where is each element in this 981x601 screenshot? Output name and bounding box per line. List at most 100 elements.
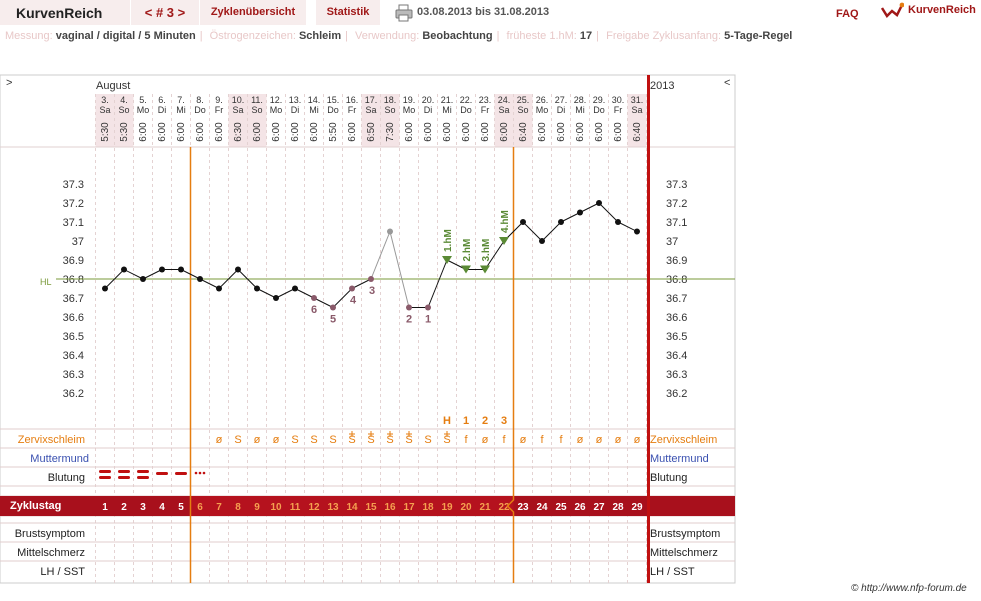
- setting-value: 5-Tage-Regel: [724, 30, 793, 42]
- bleeding-mark: [118, 470, 130, 473]
- day-time: 6:00: [423, 122, 434, 142]
- y-tick-label-right: 36.8: [666, 274, 687, 286]
- bleeding-mark: [156, 472, 168, 475]
- tab-zyklenuebersicht[interactable]: Zyklenübersicht: [200, 0, 306, 25]
- cycle-navigator[interactable]: < # 3 >: [131, 0, 199, 25]
- temp-point: [558, 219, 564, 225]
- day-date: 4.: [120, 95, 128, 105]
- day-date: 18.: [384, 95, 397, 105]
- day-time: 6:00: [347, 122, 358, 142]
- day-weekday: Mi: [176, 105, 186, 115]
- day-time: 6:00: [480, 122, 491, 142]
- temp-segment: [180, 269, 201, 280]
- day-time: 6:30: [233, 122, 244, 142]
- date-range: 03.08.2013 bis 31.08.2013: [417, 6, 550, 18]
- day-weekday: So: [251, 105, 262, 115]
- cycle-nav-label[interactable]: < # 3 >: [144, 5, 186, 20]
- row-label-lh-sst-right: LH / SST: [650, 566, 695, 578]
- temp-point-counted: [311, 295, 317, 301]
- cervix-symbol: ø: [482, 434, 489, 446]
- cervix-symbol: ø: [254, 434, 261, 446]
- day-weekday: Mi: [309, 105, 319, 115]
- temp-segment: [199, 278, 220, 289]
- day-date: 21.: [441, 95, 454, 105]
- nav-prev-button[interactable]: >: [6, 77, 12, 89]
- count-label: 5: [330, 314, 336, 326]
- temp-point: [539, 238, 545, 244]
- cycle-day-number: 28: [612, 502, 624, 513]
- day-time: 6:00: [537, 122, 548, 142]
- setting-label: Freigabe Zyklusanfang:: [606, 30, 722, 42]
- fertile-window-bg: [190, 496, 514, 516]
- cycle-day-number: 15: [365, 502, 377, 513]
- day-weekday: Sa: [365, 105, 376, 115]
- cycle-day-number: 26: [574, 502, 586, 513]
- day-date: 25.: [517, 95, 530, 105]
- day-date: 20.: [422, 95, 435, 105]
- day-weekday: Fr: [215, 105, 224, 115]
- day-date: 8.: [196, 95, 204, 105]
- temp-point: [197, 276, 203, 282]
- cycle-day-number: 18: [422, 502, 434, 513]
- day-time: 6:40: [518, 122, 529, 142]
- y-tick-label-right: 36.4: [666, 350, 687, 362]
- day-weekday: Mo: [137, 105, 150, 115]
- day-time: 6:00: [309, 122, 320, 142]
- day-weekday: Mi: [442, 105, 452, 115]
- temp-point-counted: [349, 285, 355, 292]
- cycle-day-number: 12: [308, 502, 320, 513]
- settings-bar: Messung: vaginal / digital / 5 Minuten | …: [5, 30, 793, 42]
- brand[interactable]: KurvenReich: [0, 0, 131, 25]
- temp-point: [615, 219, 621, 225]
- printer-icon[interactable]: [395, 4, 413, 22]
- footer-credit[interactable]: © http://www.nfp-forum.de: [851, 583, 967, 594]
- hm-label: 3.hM: [481, 239, 492, 262]
- cycle-day-number: 20: [460, 502, 472, 513]
- y-tick-label: 36.6: [63, 312, 84, 324]
- day-date: 9.: [215, 95, 223, 105]
- temp-segment: [541, 221, 562, 242]
- day-weekday: Fr: [614, 105, 623, 115]
- day-date: 7.: [177, 95, 185, 105]
- day-time: 6:00: [594, 122, 605, 142]
- nav-next-button[interactable]: <: [724, 77, 730, 89]
- faq-link[interactable]: FAQ: [836, 8, 859, 20]
- marker-label: H: [443, 415, 451, 427]
- day-date: 24.: [498, 95, 511, 105]
- cervix-symbol: S: [386, 434, 393, 446]
- temp-segment: [351, 278, 372, 289]
- y-tick-label: 36.3: [63, 369, 84, 381]
- temp-point: [178, 266, 184, 273]
- day-time: 5:30: [100, 122, 111, 142]
- day-weekday: Do: [327, 105, 339, 115]
- count-label: 1: [425, 314, 431, 326]
- day-date: 6.: [158, 95, 166, 105]
- y-tick-label: 36.4: [63, 350, 84, 362]
- day-time: 5:50: [328, 122, 339, 142]
- cycle-day-number: 29: [631, 502, 643, 513]
- temp-point-hm: [499, 237, 509, 245]
- day-weekday: So: [384, 105, 395, 115]
- day-time: 7:30: [385, 122, 396, 142]
- weekend-backgrounds: [95, 94, 647, 147]
- tab-statistik[interactable]: Statistik: [316, 0, 380, 25]
- day-date: 30.: [612, 95, 625, 105]
- day-weekday: Sa: [232, 105, 243, 115]
- temp-point: [216, 285, 222, 292]
- y-tick-label-right: 37.2: [666, 198, 687, 210]
- y-tick-label: 37.3: [63, 179, 84, 191]
- cycle-day-number: 14: [346, 502, 358, 513]
- y-tick-label-right: 37.1: [666, 217, 687, 229]
- temp-segment: [104, 269, 125, 289]
- setting-value: vaginal / digital / 5 Minuten: [55, 30, 196, 42]
- day-weekday: So: [118, 105, 129, 115]
- day-time: 6:00: [157, 122, 168, 142]
- cycle-day-number: 21: [479, 502, 491, 513]
- day-time: 6:00: [214, 122, 225, 142]
- y-tick-label: 36.7: [63, 293, 84, 305]
- temp-point: [292, 285, 298, 292]
- y-tick-label-right: 36.5: [666, 331, 687, 343]
- cycle-day-number: 3: [140, 502, 146, 513]
- bleeding-mark: [118, 476, 130, 479]
